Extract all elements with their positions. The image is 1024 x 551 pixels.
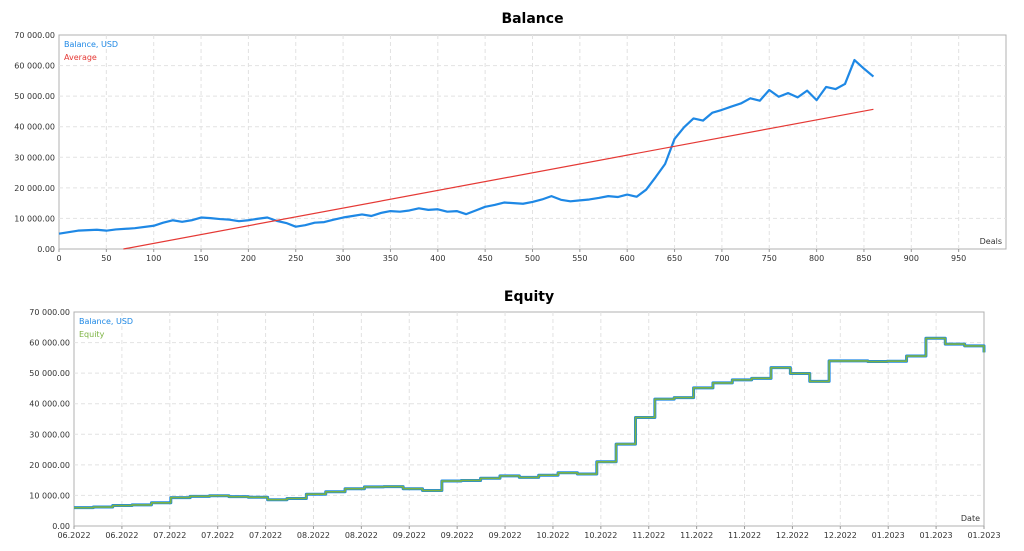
- x-tick-label: 950: [951, 254, 966, 263]
- x-tick-label: 07.2022: [153, 531, 186, 540]
- y-tick-label: 30 000.00: [14, 153, 55, 162]
- x-tick-label: 200: [241, 254, 256, 263]
- legend-entry: Average: [64, 53, 97, 62]
- x-tick-label: 12.2022: [776, 531, 809, 540]
- y-tick-label: 20 000.00: [29, 461, 70, 470]
- x-tick-label: 01.2023: [967, 531, 1000, 540]
- y-tick-label: 70 000.00: [29, 308, 70, 317]
- x-tick-label: 01.2023: [872, 531, 905, 540]
- x-tick-label: 900: [904, 254, 919, 263]
- x-tick-label: 06.2022: [57, 531, 90, 540]
- x-tick-label: 10.2022: [536, 531, 569, 540]
- x-tick-label: 800: [809, 254, 824, 263]
- plot-frame: [73, 311, 985, 527]
- y-tick-label: 60 000.00: [29, 339, 70, 348]
- x-tick-label: 650: [667, 254, 682, 263]
- y-tick-label: 10 000.00: [29, 491, 70, 500]
- y-tick-label: 30 000.00: [29, 430, 70, 439]
- x-tick-label: 850: [856, 254, 871, 263]
- x-tick-label: 50: [101, 254, 111, 263]
- x-tick-label: 10.2022: [584, 531, 617, 540]
- x-tick-label: 600: [620, 254, 635, 263]
- x-tick-label: 700: [714, 254, 729, 263]
- y-tick-label: 10 000.00: [14, 214, 55, 223]
- legend-entry: Balance, USD: [64, 40, 118, 49]
- x-axis-label: Date: [961, 514, 980, 523]
- x-tick-label: 09.2022: [393, 531, 426, 540]
- x-tick-label: 12.2022: [824, 531, 857, 540]
- x-tick-label: 300: [335, 254, 350, 263]
- legend-entry: Balance, USD: [79, 317, 133, 326]
- x-tick-label: 400: [430, 254, 445, 263]
- x-tick-label: 07.2022: [249, 531, 282, 540]
- y-tick-label: 0.00: [52, 522, 70, 531]
- x-tick-label: 350: [383, 254, 398, 263]
- y-tick-label: 50 000.00: [29, 369, 70, 378]
- x-tick-label: 07.2022: [201, 531, 234, 540]
- x-tick-label: 09.2022: [441, 531, 474, 540]
- x-tick-label: 450: [478, 254, 493, 263]
- x-axis-label: Deals: [980, 237, 1002, 246]
- series-line-average: [123, 108, 874, 250]
- x-tick-label: 11.2022: [632, 531, 665, 540]
- chart-title: Balance: [501, 11, 563, 27]
- y-tick-label: 40 000.00: [14, 123, 55, 132]
- y-tick-label: 50 000.00: [14, 92, 55, 101]
- x-tick-label: 11.2022: [728, 531, 761, 540]
- y-tick-label: 20 000.00: [14, 184, 55, 193]
- x-tick-label: 150: [193, 254, 208, 263]
- x-tick-label: 550: [572, 254, 587, 263]
- x-tick-label: 09.2022: [489, 531, 522, 540]
- series-line-equity: [74, 337, 985, 509]
- x-tick-label: 08.2022: [345, 531, 378, 540]
- x-tick-label: 0: [56, 254, 61, 263]
- x-tick-label: 100: [146, 254, 161, 263]
- y-tick-label: 60 000.00: [14, 62, 55, 71]
- y-tick-label: 40 000.00: [29, 400, 70, 409]
- x-tick-label: 06.2022: [105, 531, 138, 540]
- series-line-balance-usd: [58, 58, 875, 235]
- chart-title: Equity: [504, 289, 554, 305]
- x-tick-label: 08.2022: [297, 531, 330, 540]
- balance-chart: Balance 0 50 100 150 200 250 300 350 400 450 500 550…: [14, 11, 1007, 263]
- y-tick-label: 70 000.00: [14, 31, 55, 40]
- y-tick-label: 0.00: [37, 245, 55, 254]
- equity-chart: Equity 06.2022 06.2022 07.2022 07.2022 07.202…: [29, 289, 1000, 540]
- x-tick-label: 500: [525, 254, 540, 263]
- x-tick-label: 01.2023: [920, 531, 953, 540]
- legend-entry: Equity: [79, 330, 105, 339]
- x-tick-label: 250: [288, 254, 303, 263]
- x-tick-label: 750: [762, 254, 777, 263]
- x-tick-label: 11.2022: [680, 531, 713, 540]
